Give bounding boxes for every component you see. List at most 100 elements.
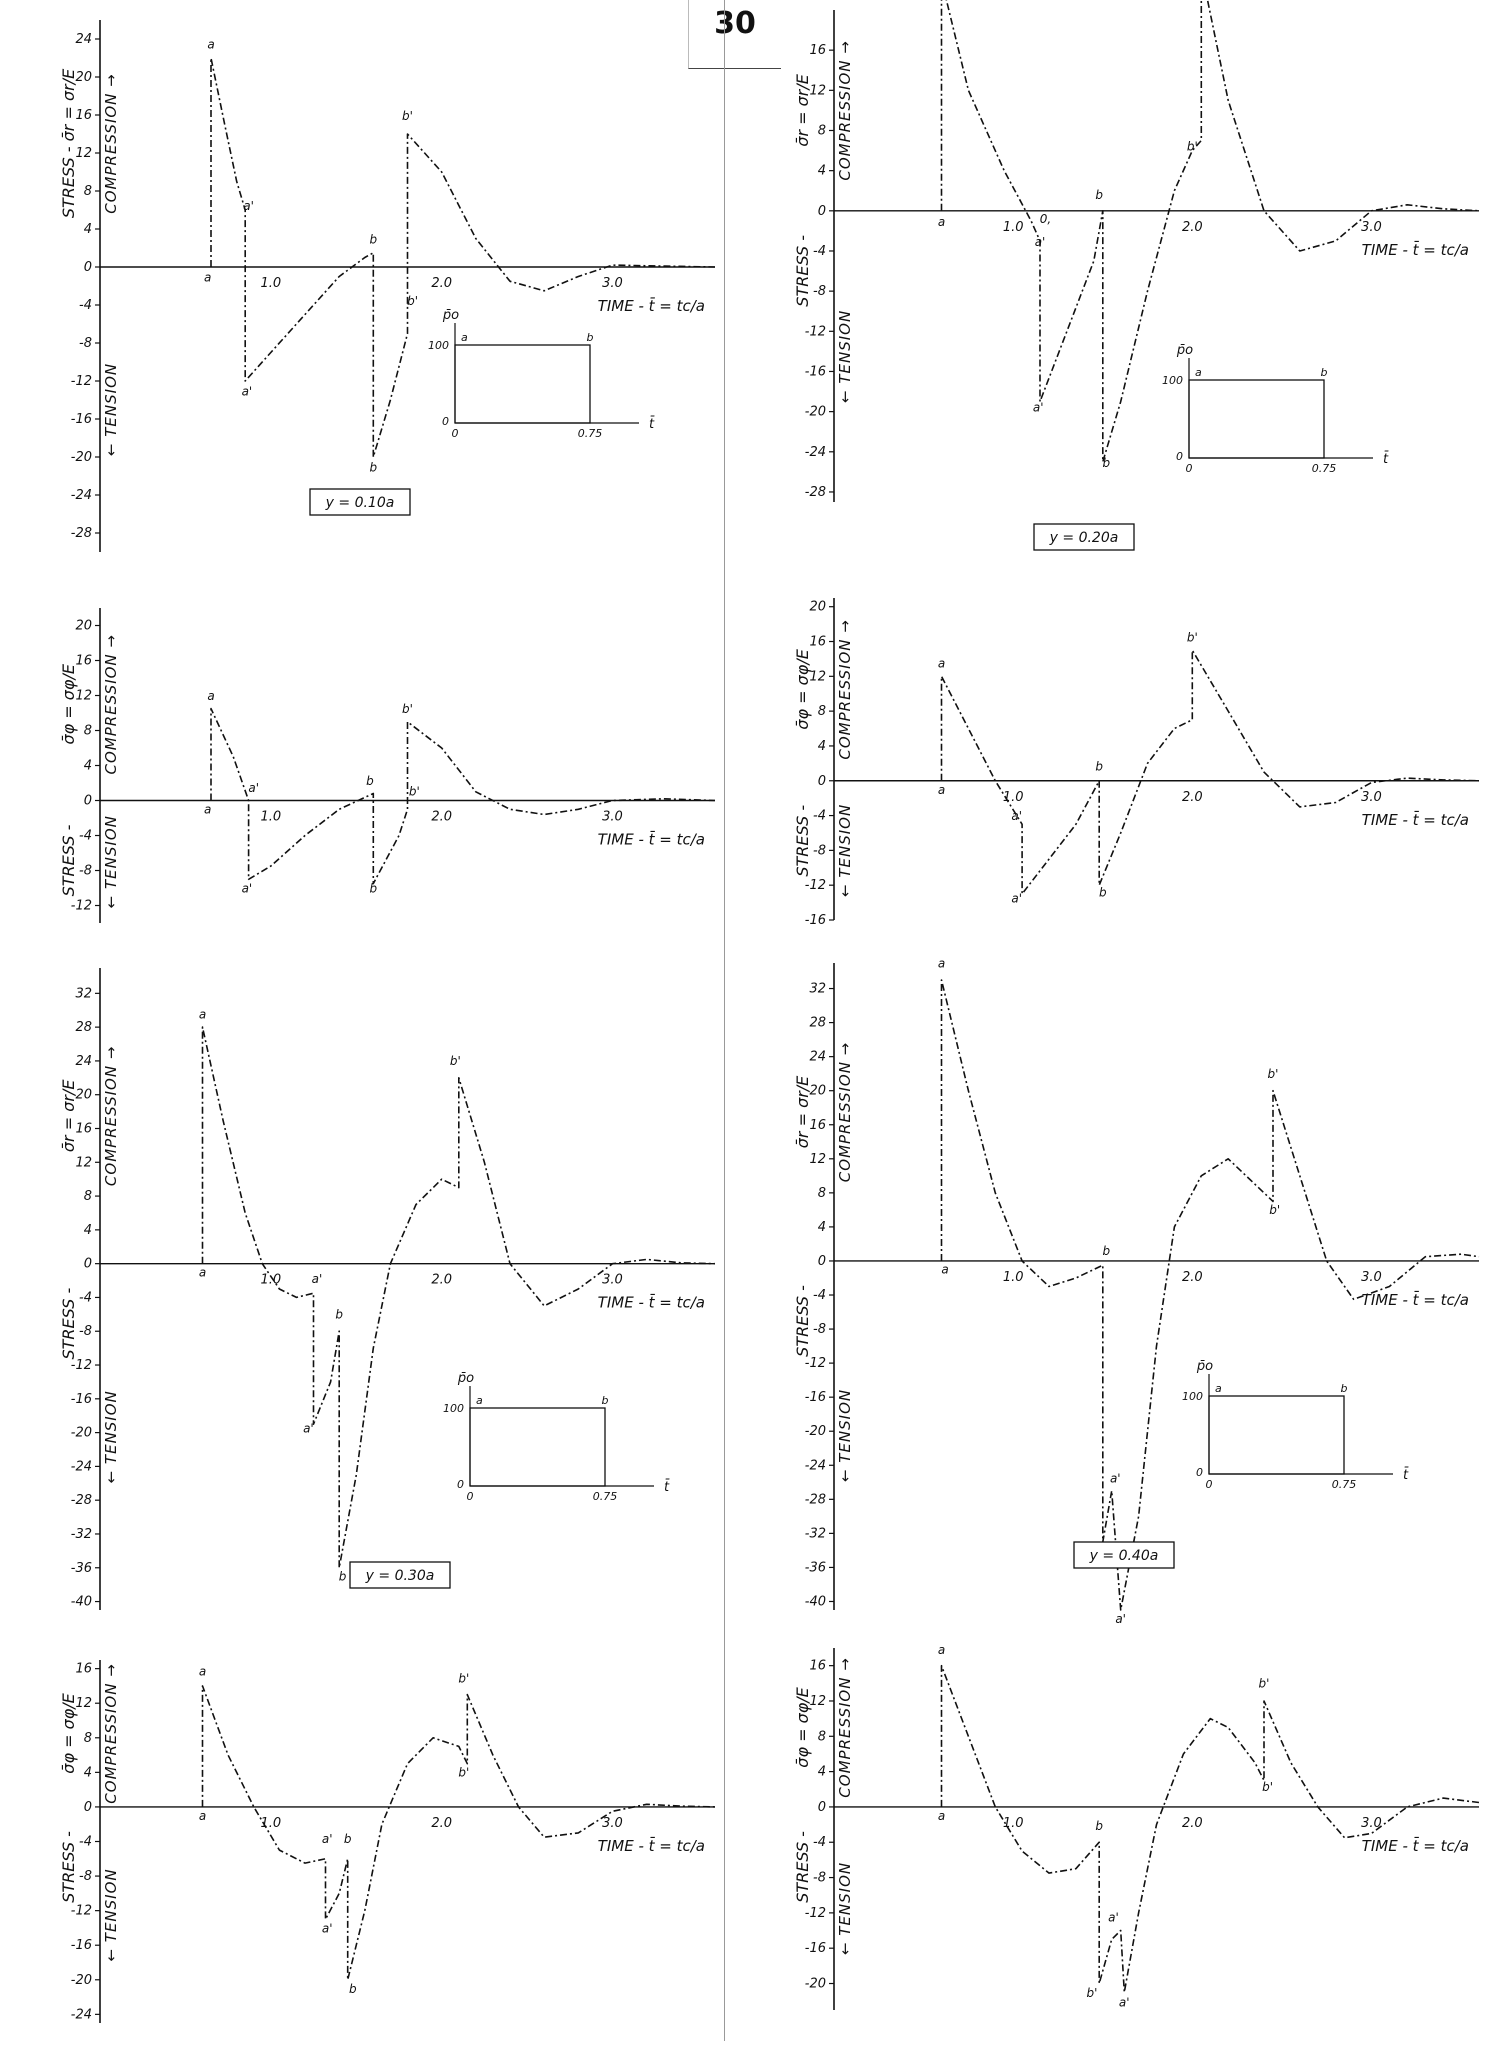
stress-chart-panel: -16 -12 -8 -4 0 4 8 12 16 20 1.0 2.0 3.0 σ̄φ = σφ/E CO…	[724, 578, 1488, 938]
y-tick-label: 20	[809, 600, 826, 615]
y-tick-label: -16	[71, 1392, 92, 1407]
y-tick-label: 12	[809, 83, 826, 98]
point-label: b	[1095, 1819, 1103, 1833]
y-tick-label: 8	[84, 724, 92, 739]
y-tick-label: 4	[84, 759, 92, 774]
y-tick-label: 0	[84, 794, 92, 809]
point-label: a'	[312, 1272, 323, 1286]
annotation-label: y = 0.40a	[1089, 1548, 1159, 1564]
point-label: b'	[1269, 1203, 1280, 1217]
y-axis-label: STRESS - σ̄r = σr/E	[59, 68, 78, 218]
y-tick-label: 20	[75, 619, 92, 634]
y-tick-label: 4	[84, 1223, 92, 1238]
pulse-start: 0	[467, 1490, 474, 1503]
pulse-end-label: b	[587, 331, 594, 344]
y-tick-label: -12	[805, 324, 826, 339]
y-tick-label: -8	[813, 843, 826, 858]
y-tick-label: 8	[818, 1186, 826, 1201]
pulse-y-label: p̄o	[1196, 1359, 1213, 1374]
pulse-end: 0.75	[593, 1490, 618, 1503]
y-tick-label: 12	[809, 669, 826, 684]
x-axis-label: TIME - t̄ = tc/a	[1362, 240, 1469, 259]
stress-curve	[210, 57, 716, 458]
y-tick-label: -24	[71, 1459, 92, 1474]
tension-label: ← TENSION	[836, 1389, 854, 1482]
pulse-shape	[1208, 1395, 1345, 1475]
x-tick-label: 2.0	[1182, 790, 1203, 805]
pulse-y-zero: 0	[457, 1478, 464, 1491]
pulse-level: 100	[1162, 374, 1183, 387]
tension-label: ← TENSION	[102, 1868, 120, 1961]
point-label: b'	[402, 702, 413, 716]
x-tick-label: 3.0	[1361, 1816, 1382, 1831]
pulse-start-label: a	[1195, 366, 1202, 379]
y-tick-label: -12	[71, 1904, 92, 1919]
point-label: a'	[242, 881, 253, 895]
point-label: b'	[409, 784, 420, 798]
x-axis-label: TIME - t̄ = tc/a	[1362, 1836, 1469, 1855]
point-label: a	[941, 1263, 948, 1277]
pulse-level: 100	[428, 339, 449, 352]
stress-chart-panel: -40 -36 -32 -28 -24 -20 -16 -12 -8 -4 0 4 8 12 16 20 24 2…	[0, 938, 724, 1638]
x-axis-label: TIME - t̄ = tc/a	[598, 1293, 705, 1312]
y-tick-label: -8	[813, 1322, 826, 1337]
y-tick-label: -28	[71, 526, 92, 541]
tension-label: ← TENSION	[836, 1862, 854, 1955]
point-label: b'	[402, 109, 413, 123]
y-tick-label: -20	[71, 450, 92, 465]
y-tick-label: 8	[818, 704, 826, 719]
y-tick-label: -28	[71, 1493, 92, 1508]
y-axis-label: σ̄φ = σφ/E	[59, 663, 78, 744]
point-label: b	[370, 881, 378, 895]
y-tick-label: 16	[809, 1118, 826, 1133]
y-axis-label: σ̄φ = σφ/E	[793, 648, 812, 729]
y-tick-label: 12	[75, 689, 92, 704]
y-axis-label: σ̄φ = σφ/E	[793, 1686, 812, 1767]
point-label: b'	[1187, 631, 1198, 645]
y-tick-label: 24	[809, 1050, 826, 1065]
point-label: b'	[407, 294, 418, 308]
y-tick-label: -24	[71, 2007, 92, 2022]
y-tick-label: -24	[805, 445, 826, 460]
y-tick-label: 12	[75, 1696, 92, 1711]
stress-curve	[201, 1685, 716, 1981]
y-tick-label: 4	[818, 1220, 826, 1235]
x-axis-label: TIME - t̄ = tc/a	[1362, 1290, 1469, 1309]
point-label: b'	[1267, 1067, 1278, 1081]
y-tick-label: -4	[813, 244, 826, 259]
pulse-start: 0	[1186, 462, 1193, 475]
y-tick-label: -24	[71, 488, 92, 503]
y-tick-label: -28	[805, 485, 826, 500]
x-tick-label: 1.0	[260, 276, 281, 291]
x-axis-label: TIME - t̄ = tc/a	[598, 296, 705, 315]
point-label: a'	[1110, 1471, 1121, 1485]
y-tick-label: 4	[84, 1765, 92, 1780]
point-label: a	[199, 1809, 206, 1823]
point-label: b	[1095, 188, 1103, 202]
y-tick-label: 8	[84, 1731, 92, 1746]
compression-label: COMPRESSION →	[836, 40, 854, 180]
y-tick-label: 0	[818, 1800, 826, 1815]
y-axis-label-prefix: STRESS -	[793, 1831, 812, 1903]
pulse-level: 100	[443, 1402, 464, 1415]
x-axis-label: TIME - t̄ = tc/a	[1362, 810, 1469, 829]
point-label: b	[349, 1982, 357, 1996]
x-tick-label: 2.0	[431, 1816, 452, 1831]
point-label: b'	[1262, 1780, 1273, 1794]
pulse-start: 0	[452, 427, 459, 440]
y-tick-label: 16	[75, 1662, 92, 1677]
y-axis-label: σ̄r = σr/E	[59, 1079, 78, 1152]
y-tick-label: -16	[71, 1938, 92, 1953]
y-axis-label-prefix: STRESS -	[793, 805, 812, 877]
point-label: a'	[1011, 809, 1022, 823]
y-tick-label: -12	[805, 1906, 826, 1921]
point-label: b	[335, 1308, 343, 1322]
y-tick-label: 4	[84, 222, 92, 237]
pulse-shape	[454, 344, 591, 424]
y-tick-label: -32	[71, 1527, 92, 1542]
compression-label: COMPRESSION →	[102, 1663, 120, 1803]
y-tick-label: -4	[813, 1288, 826, 1303]
pulse-shape	[1188, 379, 1325, 459]
y-tick-label: 0	[818, 1254, 826, 1269]
